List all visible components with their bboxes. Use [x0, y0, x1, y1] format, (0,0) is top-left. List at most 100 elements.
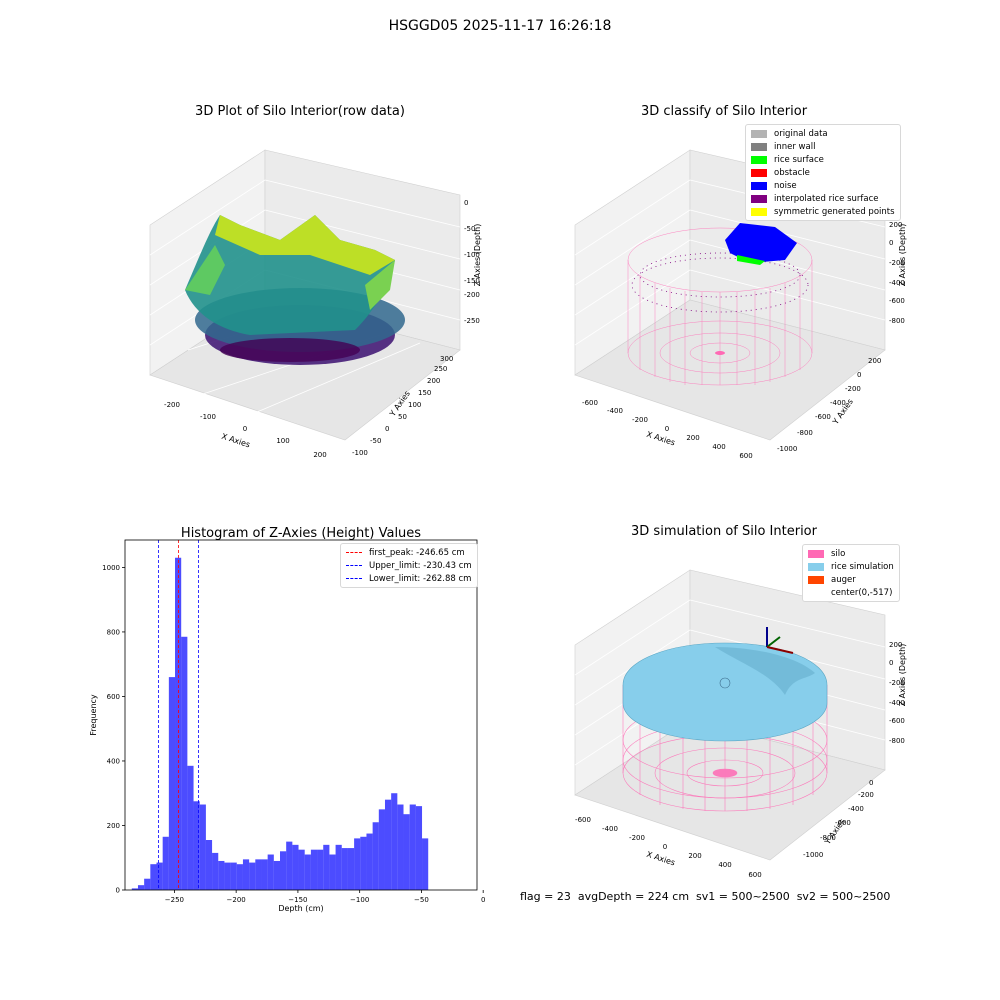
simulation-zlabel: Z Axies (Depth): [898, 644, 907, 707]
simulation-xtick: 200: [688, 852, 701, 860]
legend-item-upper-limit: Upper_limit: -230.43 cm: [346, 559, 472, 572]
legend-item-obstacle: obstacle: [751, 166, 895, 179]
histogram-bar: [137, 885, 145, 890]
simulation-xtick: -200: [629, 834, 645, 842]
simulation-ztick: -800: [889, 737, 905, 745]
classify-ztick: 200: [889, 221, 902, 229]
raw-ytick: 50: [398, 413, 407, 421]
raw-ytick: 100: [408, 401, 421, 409]
raw-ytick: -100: [352, 449, 368, 457]
status-line: flag = 23 avgDepth = 224 cm sv1 = 500~25…: [520, 890, 891, 903]
histogram-bar: [261, 859, 268, 890]
histogram-bar: [310, 849, 318, 890]
simulation-ytick: -200: [858, 791, 874, 799]
histogram-bar: [150, 864, 157, 890]
histogram-bar: [347, 848, 355, 890]
raw-ytick: 200: [427, 377, 440, 385]
legend-swatch: [808, 575, 824, 584]
histogram-bar: [304, 854, 311, 890]
legend-item-rice-surface: rice surface: [751, 153, 895, 166]
raw-ytick: -50: [370, 437, 381, 445]
histogram-bar: [162, 836, 169, 890]
classify-xtick: -600: [582, 399, 598, 407]
histogram-bar: [144, 878, 151, 890]
histogram-bar: [298, 849, 305, 890]
simulation-ztick: 200: [889, 641, 902, 649]
classify-legend: original data inner wall rice surface ob…: [745, 124, 901, 221]
raw-xtick: -200: [164, 401, 180, 409]
histogram-bar: [273, 860, 281, 890]
histogram-bars: [131, 557, 429, 890]
simulation-ytick: -800: [820, 834, 836, 842]
legend-item-original-data: original data: [751, 127, 895, 140]
legend-line: [346, 565, 362, 566]
classify-xtick: 400: [712, 443, 725, 451]
simulation-ztick: -400: [889, 699, 905, 707]
legend-swatch: [751, 129, 767, 138]
histogram-bar: [181, 636, 188, 890]
classify-panel-title: 3D classify of Silo Interior: [640, 104, 808, 119]
histogram-bar: [187, 765, 194, 890]
legend-swatch: [808, 562, 824, 571]
raw-ytick: 250: [434, 365, 447, 373]
histogram-bar: [422, 838, 429, 890]
histogram-bar: [409, 804, 416, 890]
raw-ztick: 0: [464, 199, 468, 207]
simulation-xlabel: X Axies: [645, 850, 676, 868]
legend-item-auger: auger: [808, 573, 894, 586]
simulation-ztick: -200: [889, 679, 905, 687]
histogram-ytick-label: 800: [107, 628, 120, 636]
classify-center-marker: [715, 351, 725, 355]
histogram-bar: [193, 801, 200, 890]
raw-xlabel: X Axies: [220, 432, 251, 450]
raw-xtick: -100: [200, 413, 216, 421]
histogram-bar: [372, 822, 379, 890]
legend-swatch: [751, 207, 767, 216]
classify-ztick: -200: [889, 259, 905, 267]
histogram-bar: [329, 854, 336, 890]
classify-zlabel: Z Axies (Depth): [898, 224, 907, 287]
histogram-xticks: −250 −200 −150 −100 −50 0: [165, 890, 485, 904]
classify-xtick: -400: [607, 407, 623, 415]
simulation-legend: silo rice simulation auger center(0,-517…: [802, 544, 900, 602]
legend-line: [346, 552, 362, 553]
histogram-bar: [354, 838, 361, 890]
legend-item-inner-wall: inner wall: [751, 140, 895, 153]
histogram-vlines: [158, 540, 199, 890]
figure-title: HSGGD05 2025-11-17 16:26:18: [388, 18, 612, 34]
histogram-xtick-label: −250: [165, 896, 184, 904]
legend-swatch: [751, 168, 767, 177]
simulation-ytick: -600: [835, 819, 851, 827]
classify-xtick: 600: [739, 452, 752, 460]
histogram-yticks: 0 200 400 600 800 1000: [102, 564, 125, 895]
classify-ytick: -800: [797, 429, 813, 437]
classify-ytick: -400: [830, 399, 846, 407]
classify-ytick: 0: [857, 371, 861, 379]
histogram-xtick-label: −200: [227, 896, 246, 904]
legend-item-silo: silo: [808, 547, 894, 560]
simulation-ztick: -600: [889, 717, 905, 725]
legend-swatch: [751, 181, 767, 190]
histogram-xtick-label: 0: [481, 896, 485, 904]
histogram-bar: [378, 809, 385, 890]
simulation-xtick: 400: [718, 861, 731, 869]
histogram-bar: [341, 848, 348, 890]
histogram-bar: [205, 840, 213, 890]
histogram-ytick-label: 200: [107, 822, 120, 830]
histogram-bar: [242, 859, 250, 890]
raw-point-cloud: [185, 215, 405, 365]
histogram-bar: [175, 557, 182, 890]
histogram-ytick-label: 400: [107, 757, 120, 765]
simulation-silo-wireframe: [622, 685, 828, 812]
histogram-bar: [384, 799, 392, 890]
legend-swatch: [751, 142, 767, 151]
legend-swatch: [808, 549, 824, 558]
histogram-frame: [124, 539, 478, 891]
histogram-bar: [286, 841, 293, 890]
simulation-ztick: 0: [889, 659, 893, 667]
classify-3d-plot: 200 0 -200 -400 -600 -800 Z Axies (Depth…: [574, 149, 907, 460]
histogram-title: Histogram of Z-Axies (Height) Values: [181, 526, 421, 541]
histogram-bar: [267, 854, 274, 890]
histogram-xtick-label: −50: [414, 896, 429, 904]
legend-line: [346, 578, 362, 579]
